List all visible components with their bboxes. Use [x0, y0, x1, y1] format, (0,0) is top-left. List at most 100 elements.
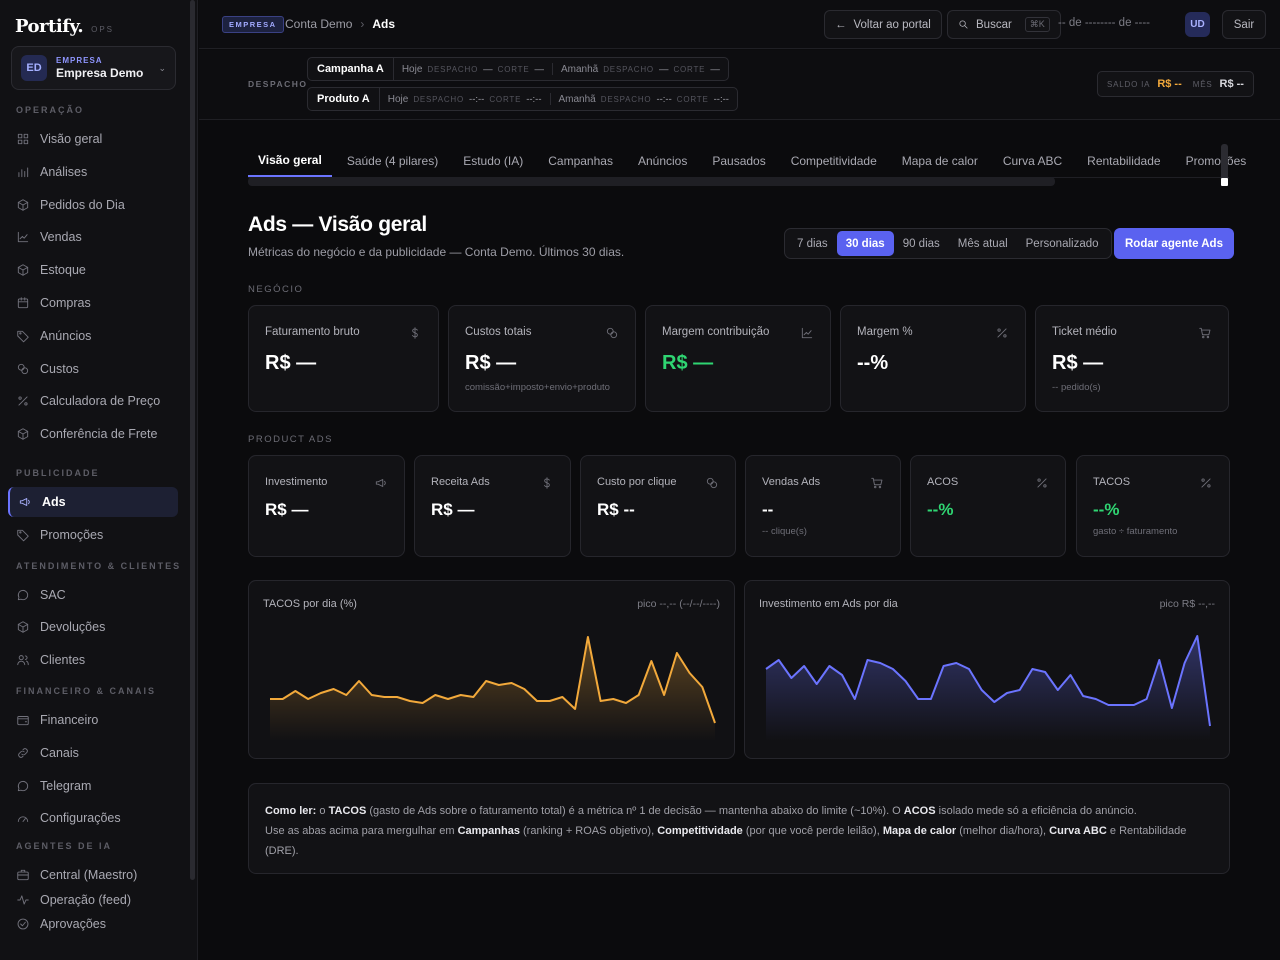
chart-point[interactable]	[1128, 699, 1140, 711]
chart-point[interactable]	[366, 689, 378, 701]
chart-point[interactable]	[417, 697, 429, 709]
chart-point[interactable]	[328, 683, 340, 695]
chart-point[interactable]	[645, 655, 657, 667]
sidebar-item-vendas[interactable]: Vendas	[8, 222, 178, 252]
chart-point[interactable]	[849, 693, 861, 705]
sidebar-item-telegram[interactable]: Telegram	[8, 771, 178, 801]
chart-point[interactable]	[378, 691, 390, 703]
kpi-card[interactable]: Investimento R$ —	[248, 455, 405, 557]
range-option[interactable]: 30 dias	[836, 231, 894, 256]
tab-rentabilidade[interactable]: Rentabilidade	[1087, 154, 1161, 168]
chart-point[interactable]	[340, 689, 352, 701]
sidebar-item-operacao-feed[interactable]: Operação (feed)	[8, 885, 178, 915]
sidebar-item-clientes[interactable]: Clientes	[8, 645, 178, 675]
kpi-card[interactable]: Faturamento bruto R$ —	[248, 305, 439, 412]
chart-point[interactable]	[1179, 657, 1191, 669]
tab-pausados[interactable]: Pausados	[712, 154, 766, 168]
chart-point[interactable]	[493, 679, 505, 691]
chart-point[interactable]	[811, 678, 823, 690]
chart-point[interactable]	[595, 695, 607, 707]
tab-saude-4-pilares[interactable]: Saúde (4 pilares)	[346, 154, 439, 168]
kpi-card[interactable]: ACOS --%	[910, 455, 1066, 557]
chart-point[interactable]	[836, 669, 848, 681]
chart-point[interactable]	[823, 660, 835, 672]
chart-point[interactable]	[277, 693, 289, 705]
chart-point[interactable]	[264, 693, 276, 705]
tab-curva-abc[interactable]: Curva ABC	[1002, 154, 1063, 168]
kpi-card[interactable]: Ticket médio R$ — -- pedido(s)	[1035, 305, 1229, 412]
tab-competitividade[interactable]: Competitividade	[790, 154, 877, 168]
range-option[interactable]: Personalizado	[1025, 237, 1099, 250]
dispatch-row[interactable]: Campanha A Hoje DESPACHO — CORTE — Amanhã DES…	[307, 57, 729, 81]
sidebar-item-conferencia-de-frete[interactable]: Conferência de Frete	[8, 419, 178, 449]
user-avatar[interactable]: UD	[1185, 12, 1210, 37]
chart-point[interactable]	[1191, 630, 1203, 642]
chart-point[interactable]	[988, 696, 1000, 708]
chart-point[interactable]	[315, 687, 327, 699]
chart-point[interactable]	[569, 703, 581, 715]
sidebar-item-compras[interactable]: Compras	[8, 288, 178, 318]
kpi-card[interactable]: Receita Ads R$ —	[414, 455, 571, 557]
chart-point[interactable]	[798, 660, 810, 672]
tab-promocoes[interactable]: Promoções	[1185, 154, 1247, 168]
sidebar-item-analises[interactable]: Análises	[8, 157, 178, 187]
back-to-portal-button[interactable]: ← Voltar ao portal	[824, 10, 942, 39]
chart-point[interactable]	[684, 667, 696, 679]
tabs-scrollbar[interactable]	[248, 177, 1055, 186]
chart-point[interactable]	[900, 675, 912, 687]
sidebar-item-anuncios[interactable]: Anúncios	[8, 321, 178, 351]
chart-point[interactable]	[925, 693, 937, 705]
chart-point[interactable]	[1064, 669, 1076, 681]
chart-point[interactable]	[518, 683, 530, 695]
sidebar-item-financeiro[interactable]: Financeiro	[8, 705, 178, 735]
chart-point[interactable]	[773, 654, 785, 666]
kpi-card[interactable]: Custos totais R$ — comissão+imposto+envio+…	[448, 305, 636, 412]
range-option[interactable]: Mês atual	[957, 237, 1008, 250]
brand-logo[interactable]: Portify. OPS	[15, 16, 114, 37]
chart-point[interactable]	[1141, 693, 1153, 705]
chart-point[interactable]	[455, 689, 467, 701]
sidebar-item-promocoes[interactable]: Promoções	[8, 520, 178, 550]
chart-point[interactable]	[620, 697, 632, 709]
chart-point[interactable]	[887, 663, 899, 675]
kpi-card[interactable]: Custo por clique R$ --	[580, 455, 736, 557]
chart-point[interactable]	[1001, 687, 1013, 699]
chart-point[interactable]	[976, 684, 988, 696]
chart-point[interactable]	[861, 654, 873, 666]
range-option[interactable]: 90 dias	[902, 237, 940, 250]
chart-point[interactable]	[556, 691, 568, 703]
chart-point[interactable]	[785, 672, 797, 684]
chart-point[interactable]	[912, 693, 924, 705]
chart-point[interactable]	[1103, 699, 1115, 711]
tab-anuncios[interactable]: Anúncios	[637, 154, 688, 168]
chart-point[interactable]	[1077, 690, 1089, 702]
chart-point[interactable]	[633, 689, 645, 701]
chart-point[interactable]	[1204, 720, 1216, 732]
tabs-scroll-thumb[interactable]	[1221, 178, 1228, 186]
chart-point[interactable]	[607, 693, 619, 705]
run-ads-agent-button[interactable]: Rodar agente Ads	[1114, 228, 1234, 259]
tab-estudo-ia[interactable]: Estudo (IA)	[463, 154, 524, 168]
chart-point[interactable]	[467, 691, 479, 703]
search-button[interactable]: Buscar ⌘K	[947, 10, 1061, 39]
chart-point[interactable]	[531, 695, 543, 707]
chart-point[interactable]	[874, 657, 886, 669]
chart-point[interactable]	[1039, 666, 1051, 678]
chart-point[interactable]	[760, 663, 772, 675]
chart-point[interactable]	[950, 657, 962, 669]
breadcrumb-parent[interactable]: Conta Demo	[285, 17, 353, 31]
chart-point[interactable]	[1026, 663, 1038, 675]
chart-point[interactable]	[671, 647, 683, 659]
kpi-card[interactable]: TACOS --% gasto ÷ faturamento	[1076, 455, 1230, 557]
chart-point[interactable]	[658, 689, 670, 701]
chart-point[interactable]	[429, 689, 441, 701]
chart-point[interactable]	[391, 691, 403, 703]
chart-point[interactable]	[709, 717, 721, 729]
chart-point[interactable]	[1052, 684, 1064, 696]
sidebar-item-configuracoes[interactable]: Configurações	[8, 803, 178, 833]
chart-point[interactable]	[938, 660, 950, 672]
sidebar-item-calculadora-de-preco[interactable]: Calculadora de Preço	[8, 386, 178, 416]
sidebar-item-pedidos-do-dia[interactable]: Pedidos do Dia	[8, 190, 178, 220]
chart-point[interactable]	[289, 685, 301, 697]
chart-point[interactable]	[1153, 654, 1165, 666]
